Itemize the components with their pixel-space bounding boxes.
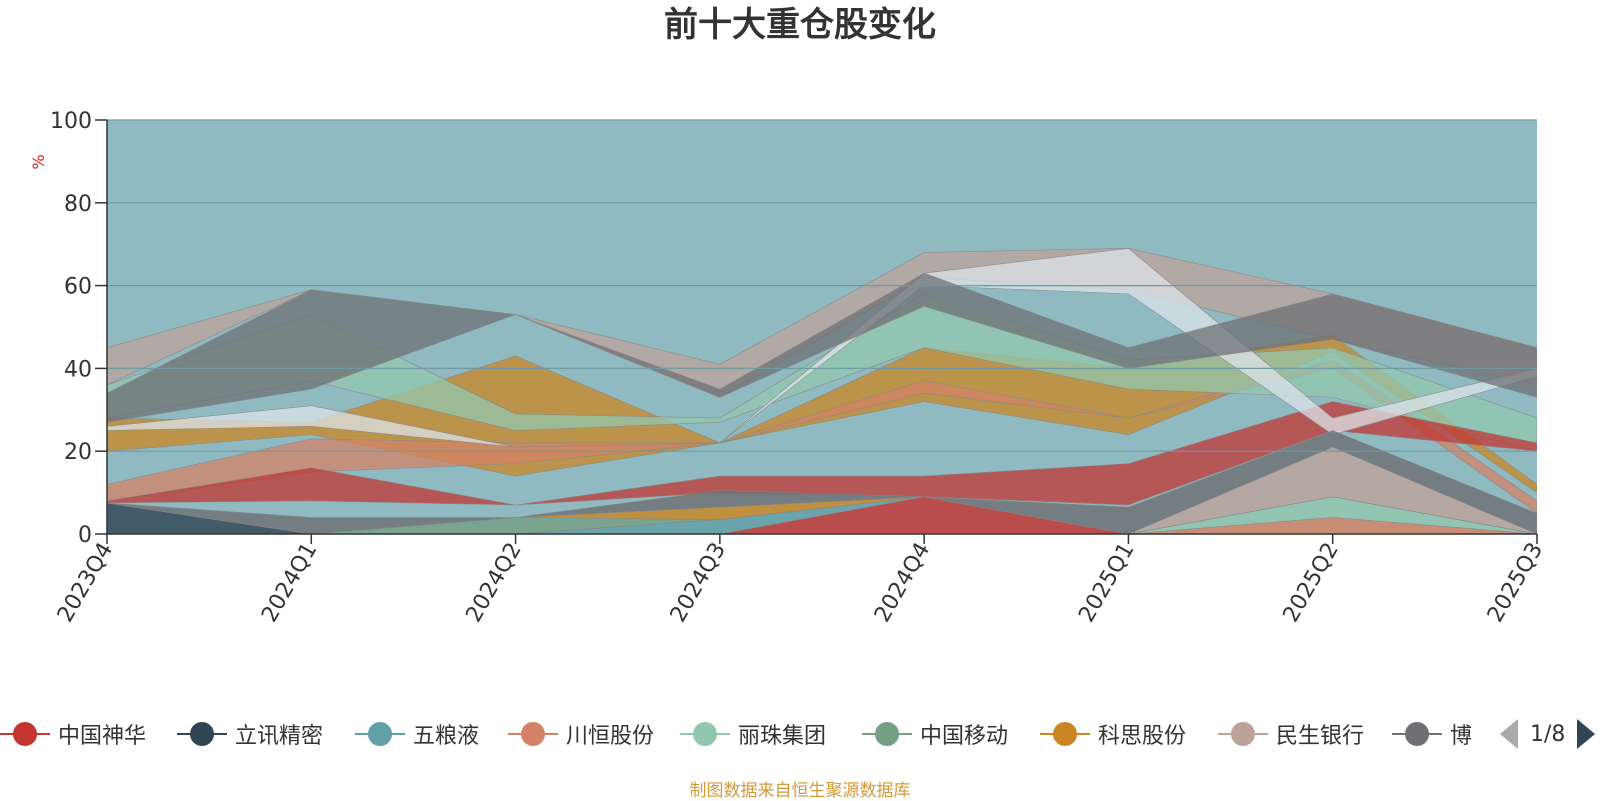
- y-tick-label: 20: [64, 440, 92, 465]
- x-tick-label: 2024Q2: [461, 539, 526, 627]
- legend-marker-icon: [508, 719, 558, 749]
- legend-label: 科思股份: [1098, 724, 1187, 749]
- legend-item[interactable]: 中国移动: [862, 712, 1008, 756]
- legend-marker-icon: [0, 719, 50, 749]
- legend-item[interactable]: 五粮液: [355, 712, 479, 756]
- x-tick-label: 2023Q4: [53, 539, 118, 627]
- area-band: [107, 359, 1537, 514]
- legend-label: 立讯精密: [235, 724, 324, 749]
- x-tick-label: 2025Q1: [1074, 539, 1139, 627]
- legend: 中国神华 立讯精密 五粮液 川恒股份 丽珠集团 中国移动 科思股份 民生银行 博: [0, 712, 1600, 756]
- legend-pager: 1/8: [1500, 716, 1596, 752]
- legend-item[interactable]: 民生银行: [1218, 712, 1364, 756]
- x-tick-label: 2024Q3: [666, 539, 731, 627]
- series-area: [107, 430, 1537, 534]
- x-tick-label: 2025Q3: [1483, 539, 1548, 627]
- legend-next-page-icon[interactable]: [1577, 719, 1596, 749]
- legend-prev-page-icon[interactable]: [1500, 719, 1518, 749]
- legend-marker-icon: [177, 719, 227, 749]
- x-tick-label: 2025Q2: [1279, 539, 1344, 627]
- legend-label: 博: [1450, 724, 1473, 749]
- chart-plot: 0 20 40 60 80 100 2023Q4 2024Q1 2024Q2 2024Q3 2024…: [29, 109, 1548, 627]
- source-note: 制图数据来自恒生聚源数据库: [689, 781, 911, 801]
- legend-page-indicator: 1/8: [1530, 721, 1566, 747]
- legend-item[interactable]: 中国神华: [0, 712, 146, 756]
- legend-label: 丽珠集团: [738, 724, 827, 749]
- area-band: [107, 248, 1537, 448]
- legend-label: 川恒股份: [566, 724, 655, 749]
- x-tick-label: 2024Q4: [870, 539, 935, 627]
- legend-item[interactable]: 科思股份: [1040, 712, 1186, 756]
- legend-marker-icon: [1218, 719, 1268, 749]
- legend-label: 中国移动: [920, 724, 1009, 749]
- legend-marker-icon: [862, 719, 912, 749]
- area-band: [107, 272, 1537, 423]
- y-tick-label: 80: [64, 192, 92, 217]
- series-area: [107, 496, 1537, 534]
- y-tick-label: 60: [64, 275, 92, 300]
- area-band: [107, 401, 1537, 506]
- legend-label: 中国神华: [58, 724, 147, 749]
- legend-label: 民生银行: [1276, 724, 1365, 749]
- legend-item[interactable]: 立讯精密: [177, 712, 323, 756]
- legend-label: 五粮液: [413, 724, 480, 749]
- x-tick-label: 2024Q1: [257, 539, 322, 627]
- legend-marker-icon: [1392, 719, 1442, 749]
- legend-marker-icon: [1040, 719, 1090, 749]
- area-band: [107, 293, 1537, 452]
- legend-marker-icon: [355, 719, 405, 749]
- y-tick-label: 100: [50, 109, 92, 134]
- legend-item[interactable]: 博: [1392, 712, 1472, 756]
- legend-item[interactable]: 丽珠集团: [680, 712, 826, 756]
- y-axis-label: %: [29, 154, 48, 169]
- legend-item[interactable]: 川恒股份: [508, 712, 654, 756]
- legend-marker-icon: [680, 719, 730, 749]
- y-tick-label: 0: [78, 523, 92, 548]
- y-tick-label: 40: [64, 357, 92, 382]
- chart-title: 前十大重仓股变化: [664, 5, 936, 45]
